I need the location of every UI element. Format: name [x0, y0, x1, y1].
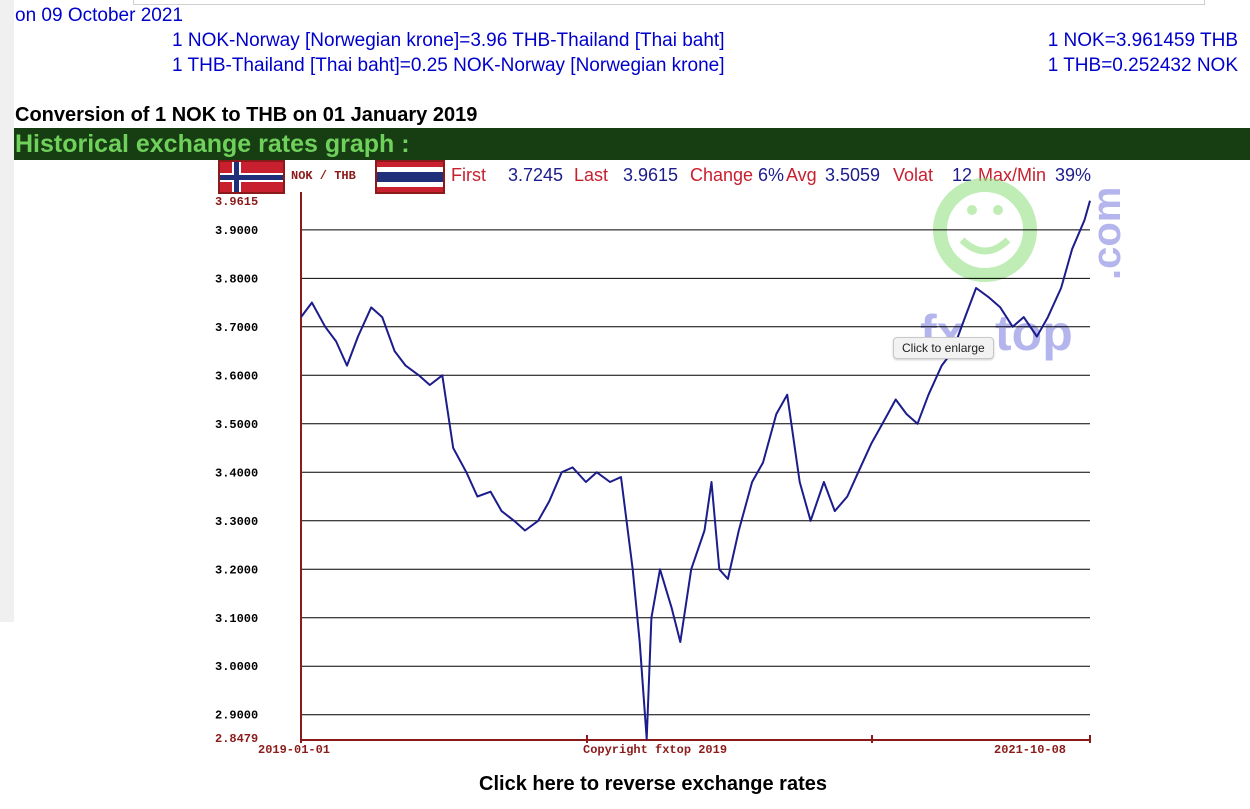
x-start-label: 2019-01-01	[258, 743, 330, 757]
y-tick-label: 3.5000	[215, 418, 258, 432]
volat-value: 12	[952, 165, 972, 185]
last-value: 3.9615	[623, 165, 678, 185]
y-tick-label: 2.9000	[215, 709, 258, 723]
y-tick-label: 3.7000	[215, 321, 258, 335]
y-tick-label: 3.2000	[215, 563, 258, 577]
maxmin-value: 39%	[1055, 165, 1091, 185]
y-min-label: 2.8479	[215, 732, 258, 746]
first-value: 3.7245	[508, 165, 563, 185]
x-end-label: 2021-10-08	[994, 743, 1066, 757]
conversion-title: Conversion of 1 NOK to THB on 01 January…	[15, 104, 478, 126]
rate-date: on 09 October 2021	[15, 5, 183, 26]
enlarge-tooltip: Click to enlarge	[893, 337, 994, 359]
y-tick-label: 3.0000	[215, 660, 258, 674]
left-margin-bar	[0, 0, 14, 622]
fxtop-watermark: fx top .com	[920, 178, 1129, 361]
rate-exact-nok-thb[interactable]: 1 NOK=3.961459 THB	[1047, 30, 1238, 51]
y-tick-label: 3.4000	[215, 466, 258, 480]
norway-flag-icon	[218, 160, 285, 194]
historical-title: Historical exchange rates graph :	[15, 130, 410, 158]
rate-exact-thb-nok[interactable]: 1 THB=0.252432 NOK	[1047, 55, 1238, 76]
series-line-nok-thb	[300, 200, 1091, 740]
y-tick-label: 3.9000	[215, 224, 258, 238]
y-tick-label: 3.1000	[215, 612, 258, 626]
y-tick-label: 3.8000	[215, 272, 258, 286]
rate-line-thb-nok[interactable]: 1 THB-Thailand [Thai baht]=0.25 NOK-Norw…	[172, 55, 725, 76]
rate-line-nok-thb[interactable]: 1 NOK-Norway [Norwegian krone]=3.96 THB-…	[172, 30, 725, 51]
first-label: First	[451, 165, 486, 185]
reverse-rates-link[interactable]: Click here to reverse exchange rates	[479, 773, 827, 795]
volat-label: Volat	[893, 165, 933, 185]
change-value: 6%	[758, 165, 784, 185]
thailand-flag-icon	[375, 160, 445, 194]
historical-header-bar	[14, 128, 1250, 160]
svg-text:.com: .com	[1085, 187, 1129, 280]
avg-label: Avg	[786, 165, 817, 185]
y-tick-label: 3.6000	[215, 369, 258, 383]
change-label: Change	[690, 165, 753, 185]
top-frame	[133, 0, 1205, 5]
copyright-label: Copyright fxtop 2019	[583, 743, 727, 757]
pair-label: NOK / THB	[291, 169, 356, 183]
avg-value: 3.5059	[825, 165, 880, 185]
y-tick-label: 3.3000	[215, 515, 258, 529]
y-max-label: 3.9615	[215, 195, 258, 209]
last-label: Last	[574, 165, 608, 185]
